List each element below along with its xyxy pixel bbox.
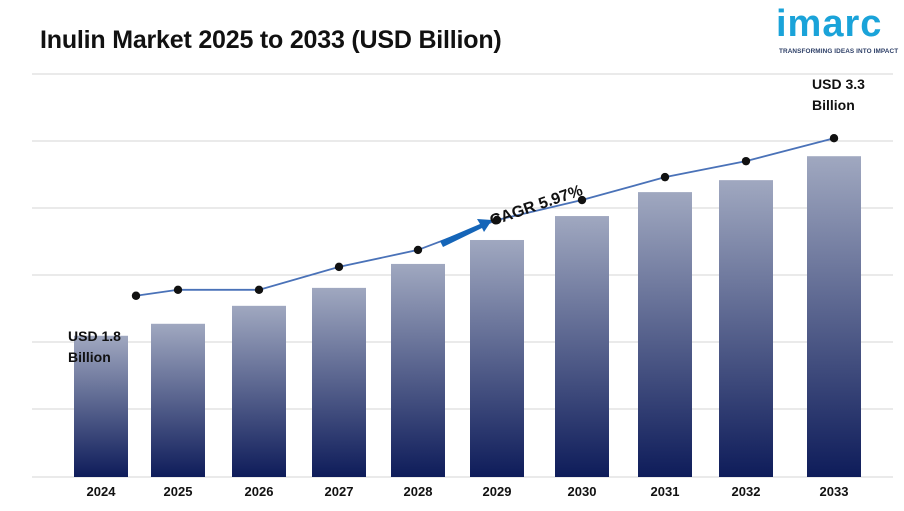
bar-2028 (391, 263, 445, 477)
trend-markers (131, 134, 839, 300)
trend-point-2030 (577, 195, 587, 205)
bar-2032 (719, 180, 773, 478)
x-tick-2027: 2027 (325, 484, 354, 499)
bar-2031 (638, 192, 692, 477)
start-value-line2: Billion (68, 349, 111, 365)
end-value-line2: Billion (812, 97, 855, 113)
bar-2027 (312, 287, 366, 477)
bars (74, 156, 861, 478)
x-tick-2029: 2029 (483, 484, 512, 499)
bar-2026 (232, 305, 286, 477)
end-value-label: USD 3.3 Billion (812, 76, 869, 113)
x-tick-2030: 2030 (568, 484, 597, 499)
x-tick-2025: 2025 (164, 484, 193, 499)
trend-point-2029 (492, 215, 502, 225)
start-value-line1: USD 1.8 (68, 328, 121, 344)
x-tick-2028: 2028 (404, 484, 433, 499)
bar-2029 (470, 239, 524, 477)
trend-point-2028 (413, 245, 423, 255)
chart-title: Inulin Market 2025 to 2033 (USD Billion) (40, 26, 502, 54)
trend-point-2031 (660, 172, 670, 182)
x-tick-2032: 2032 (732, 484, 761, 499)
x-tick-2031: 2031 (651, 484, 680, 499)
bar-2030 (555, 216, 609, 477)
imarc-logo: imarc TRANSFORMING IDEAS INTO IMPACT (772, 3, 899, 60)
bar-2033 (807, 156, 861, 478)
trend-point-2025 (173, 285, 183, 294)
trend-point-2027 (334, 262, 344, 272)
cagr-arrow-icon (440, 219, 492, 247)
start-value-label: USD 1.8 Billion (68, 328, 125, 365)
trend-point-2032 (741, 156, 751, 166)
trend-point-2026 (254, 285, 264, 295)
trend-point-2033 (829, 134, 839, 143)
logo-wordmark: imarc (776, 3, 883, 45)
x-tick-2026: 2026 (245, 484, 274, 499)
end-value-line1: USD 3.3 (812, 76, 865, 92)
logo-tagline: TRANSFORMING IDEAS INTO IMPACT (779, 48, 899, 55)
x-tick-2033: 2033 (820, 484, 849, 499)
x-tick-labels: 2024 2025 2026 2027 2028 2029 2030 2031 2032 2033 (87, 484, 849, 499)
bar-2025 (151, 323, 205, 477)
x-tick-2024: 2024 (87, 484, 117, 499)
trend-point-2024 (131, 291, 141, 300)
bar-2024 (74, 335, 128, 477)
